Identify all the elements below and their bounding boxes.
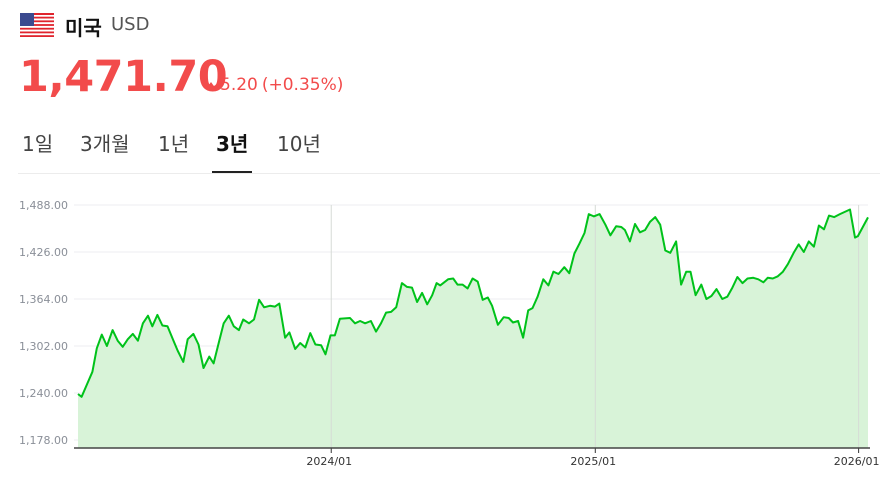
divider	[18, 173, 880, 174]
price-line	[77, 208, 869, 398]
area-fill	[78, 209, 868, 448]
us-flag-icon	[20, 13, 54, 37]
change-value: 5.20	[220, 75, 258, 95]
x-tick-label: 2024/01	[306, 455, 352, 468]
tab-1y[interactable]: 1년	[158, 132, 190, 156]
country-name: 미국	[65, 16, 102, 40]
exchange-rate-chart[interactable]: 1,488.00 1,426.00 1,364.00 1,302.00 1,240.00…	[0, 180, 886, 477]
tab-3y[interactable]: 3년	[216, 132, 249, 156]
change-percent: (+0.35%)	[261, 75, 344, 95]
tab-10y[interactable]: 10년	[277, 132, 321, 156]
y-tick-label: 1,364.00	[19, 293, 68, 306]
y-tick-label: 1,240.00	[19, 387, 68, 400]
y-tick-label: 1,178.00	[19, 434, 68, 447]
y-tick-label: 1,302.00	[19, 340, 68, 353]
tab-1d[interactable]: 1일	[22, 132, 54, 156]
active-tab-indicator	[212, 171, 252, 173]
tab-3m[interactable]: 3개월	[80, 132, 130, 156]
x-tick-label: 2025/01	[570, 455, 616, 468]
y-tick-label: 1,488.00	[19, 199, 68, 212]
x-tick-label: 2026/01	[834, 455, 880, 468]
up-triangle-icon	[206, 81, 216, 89]
currency-code: USD	[111, 14, 150, 35]
current-price: 1,471.70	[19, 52, 228, 102]
y-tick-label: 1,426.00	[19, 246, 68, 259]
price-change: 5.20 (+0.35%)	[206, 75, 343, 95]
